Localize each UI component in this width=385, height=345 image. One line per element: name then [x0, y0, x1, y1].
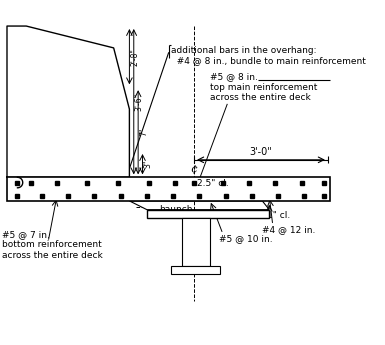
Bar [7, 177, 330, 201]
Polygon shape [7, 26, 129, 177]
Text: ¢: ¢ [191, 164, 198, 174]
Text: haunch: haunch [159, 205, 192, 214]
Text: #5 @ 10 in.: #5 @ 10 in. [219, 234, 272, 243]
Text: 1" cl.: 1" cl. [267, 211, 290, 220]
Text: 2'-8": 2'-8" [130, 48, 139, 66]
Text: 2.5" cl.: 2.5" cl. [197, 179, 228, 188]
Text: 3'-0": 3'-0" [249, 147, 272, 157]
Text: #4 @ 12 in.: #4 @ 12 in. [262, 225, 316, 234]
Text: 3": 3" [143, 160, 152, 168]
Bar [147, 210, 269, 218]
Text: 3'-6": 3'-6" [135, 92, 144, 111]
Text: #5 @ 8 in.: #5 @ 8 in. [210, 72, 258, 81]
Text: top main reinforcement
across the entire deck: top main reinforcement across the entire… [210, 83, 317, 102]
Polygon shape [129, 201, 269, 210]
Text: additional bars in the overhang:
  #4 @ 8 in., bundle to main reinforcement: additional bars in the overhang: #4 @ 8 … [171, 46, 366, 66]
Text: #5 @ 7 in.
bottom reinforcement
across the entire deck: #5 @ 7 in. bottom reinforcement across t… [2, 230, 102, 259]
Bar [171, 266, 220, 274]
Text: 7": 7" [139, 128, 148, 137]
Bar [182, 218, 210, 266]
